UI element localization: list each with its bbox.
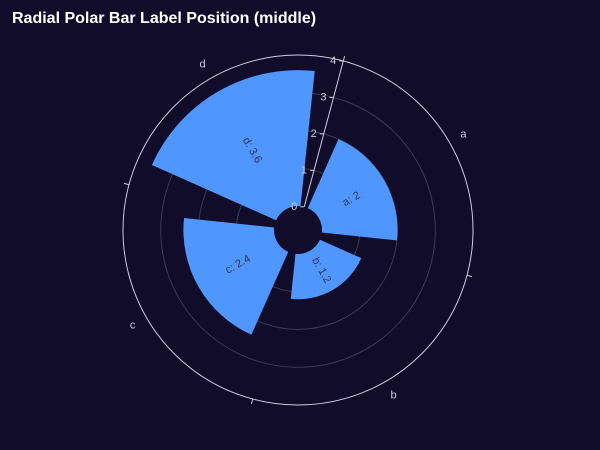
angle-tick [250,398,254,404]
category-labels: a b c d [130,59,468,402]
radius-tick-label: 2 [311,128,317,140]
category-label-c: c [130,320,136,332]
outer-ring [122,54,474,406]
bar-d [151,70,315,221]
angle-tick [342,56,346,62]
radius-tick-label: 0 [291,201,297,213]
radius-tick-label: 1 [301,164,307,176]
bar-a [307,139,398,241]
angle-tick [466,274,472,278]
radius-tick-label: 4 [330,55,336,67]
angle-tick [124,182,130,186]
radius-axis: 0 1 2 3 4 [291,55,344,213]
radius-tick-label: 3 [320,91,326,103]
category-label-b: b [390,389,396,401]
bar-b [290,239,362,300]
chart-title: Radial Polar Bar Label Position (middle) [12,10,317,27]
bar-series [151,70,398,335]
category-label-a: a [460,129,467,141]
bar-c [183,218,289,335]
category-label-d: d [199,59,205,71]
